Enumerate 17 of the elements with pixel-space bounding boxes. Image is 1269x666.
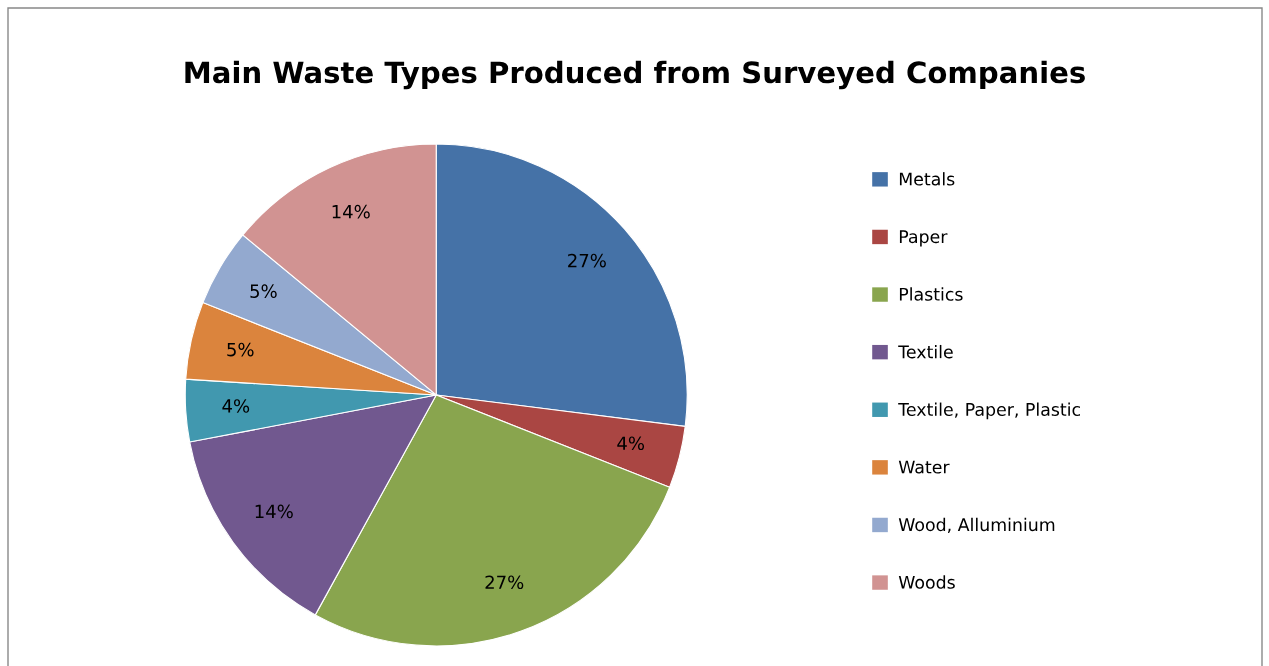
legend-label: Water xyxy=(898,460,950,474)
legend-label: Metals xyxy=(899,172,955,186)
legend-label: Plastics xyxy=(899,287,963,301)
legend-label: Textile xyxy=(898,344,953,359)
data-label: 27% xyxy=(568,253,606,268)
data-label: 5% xyxy=(227,342,254,357)
legend-label: Paper xyxy=(899,230,948,247)
legend-label: Wood, Alluminium xyxy=(898,517,1055,533)
data-label: 4% xyxy=(617,436,645,451)
data-label: 27% xyxy=(485,575,524,590)
legend-label: Woods xyxy=(898,575,955,589)
data-label: 14% xyxy=(255,504,293,519)
data-label: 14% xyxy=(332,204,370,219)
legend-label: Textile, Paper, Plastic xyxy=(898,402,1080,420)
data-label: 4% xyxy=(222,399,250,413)
data-label: 5% xyxy=(250,284,277,298)
chart-title: Main Waste Types Produced from Surveyed Companies xyxy=(185,60,1085,90)
